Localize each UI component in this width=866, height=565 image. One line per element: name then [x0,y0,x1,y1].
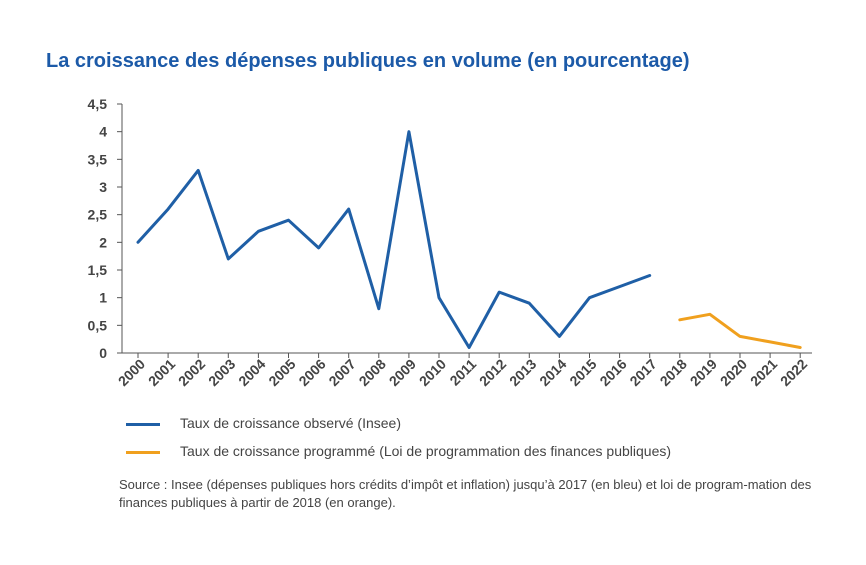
y-tick-label: 0 [99,345,107,361]
x-tick-label: 2018 [657,356,690,389]
x-tick-label: 2001 [145,356,178,389]
y-tick-label: 2,5 [88,207,108,223]
x-tick-label: 2015 [566,356,599,389]
x-tick-label: 2014 [536,356,569,389]
y-tick-label: 4,5 [88,96,108,112]
x-tick-label: 2012 [476,356,509,389]
x-tick-label: 2022 [777,356,810,389]
series-line-1 [678,312,802,349]
legend-swatch-programmed [126,451,160,454]
y-tick-label: 3 [99,179,107,195]
x-tick-label: 2011 [446,356,479,389]
chart-title: La croissance des dépenses publiques en … [46,50,690,72]
legend-label-observed: Taux de croissance observé (Insee) [180,415,401,431]
source-note: Source : Insee (dépenses publiques hors … [119,477,812,510]
legend-label-programmed: Taux de croissance programmé (Loi de pro… [180,443,672,459]
y-tick-label: 1,5 [88,262,108,278]
y-tick-label: 2 [99,234,107,250]
series-line-0 [136,130,652,349]
x-tick-label: 2007 [325,356,358,389]
x-tick-label: 2006 [295,356,328,389]
x-tick-label: 2005 [265,356,298,389]
x-tick-label: 2010 [416,356,449,389]
x-tick-label: 2002 [175,356,208,389]
x-tick-label: 2003 [205,356,238,389]
y-tick-label: 0,5 [88,317,108,333]
x-tick-label: 2016 [596,356,629,389]
x-tick-label: 2017 [626,356,659,389]
x-tick-label: 2019 [687,356,720,389]
y-tick-label: 4 [99,124,107,140]
y-tick-label: 1 [99,290,107,306]
x-tick-label: 2021 [747,356,780,389]
x-tick-label: 2000 [115,356,148,389]
x-tick-label: 2009 [386,356,419,389]
x-tick-label: 2004 [235,356,268,389]
x-tick-label: 2013 [506,356,539,389]
x-tick-label: 2008 [356,356,389,389]
legend-swatch-observed [126,423,160,426]
y-tick-label: 3,5 [88,151,108,167]
x-tick-label: 2020 [717,356,750,389]
